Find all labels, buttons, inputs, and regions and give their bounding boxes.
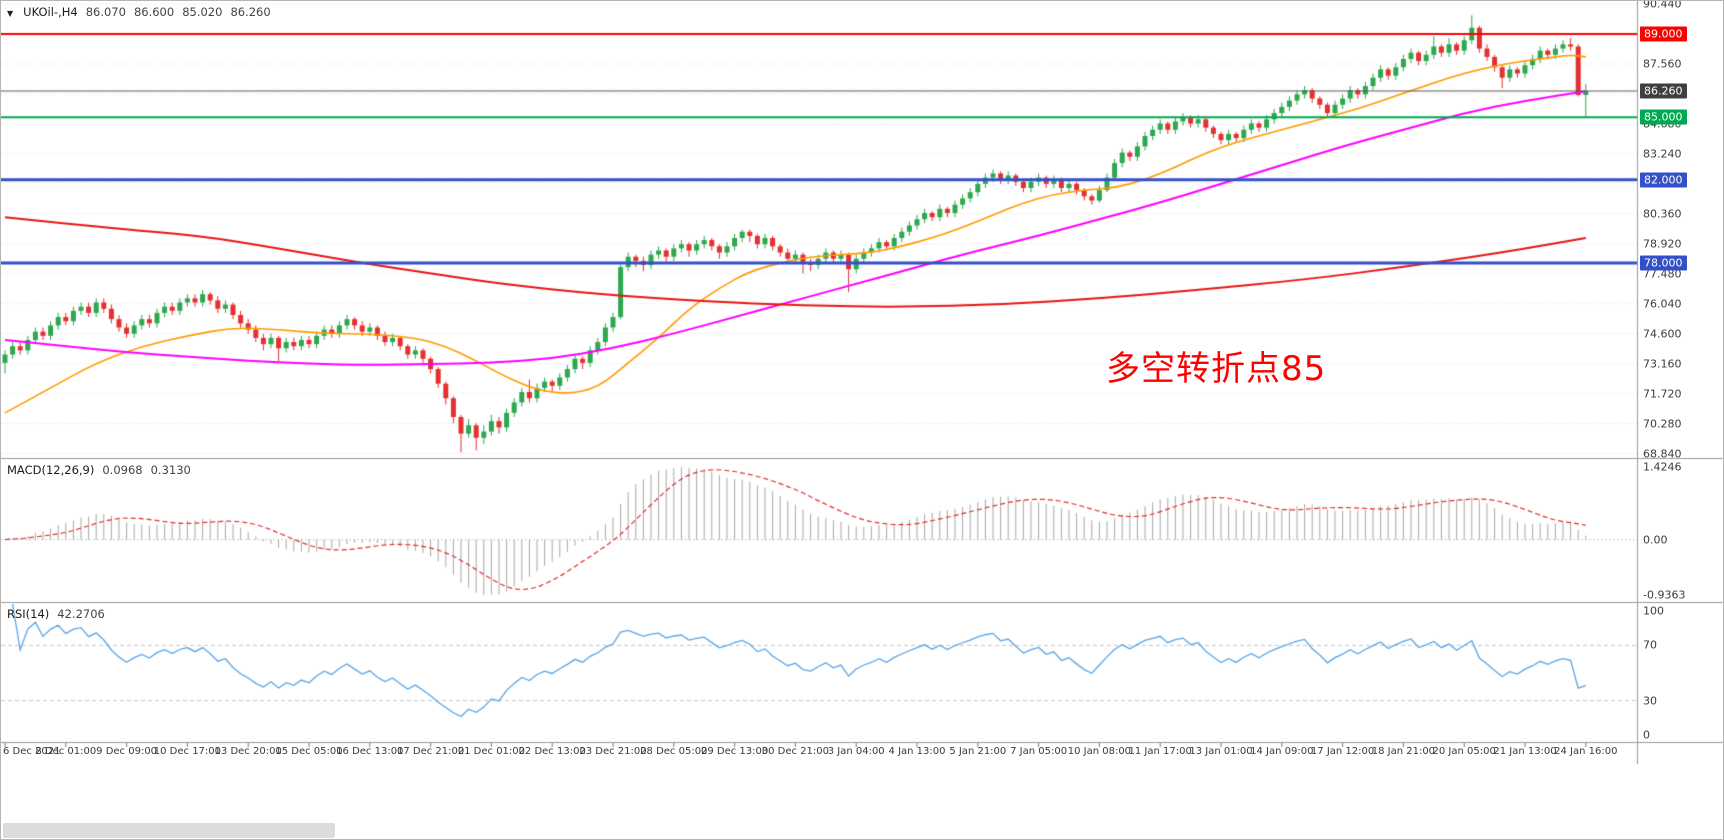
bar-low-value: 85.020 [182,5,223,19]
bottom-status-strip [3,823,335,838]
chart-annotation-text: 多空转折点85 [1106,349,1327,389]
macd-signal-value: 0.3130 [150,463,191,477]
rsi-value: 42.2706 [57,607,105,621]
chart-dropdown-icon[interactable]: ▼ [7,9,14,18]
macd-indicator-header: MACD(12,26,9) 0.0968 0.3130 [7,463,191,477]
rsi-label: RSI(14) [7,607,50,621]
symbol-name: UKOil-,H4 [23,5,78,19]
bar-close-value: 86.260 [230,5,271,19]
bar-high-value: 86.600 [133,5,175,19]
bar-open-value: 86.070 [85,5,126,19]
rsi-indicator-header: RSI(14) 42.2706 [7,607,105,621]
macd-main-value: 0.0968 [102,463,143,477]
macd-label: MACD(12,26,9) [7,463,95,477]
symbol-header: ▼ UKOil-,H4 86.070 86.600 85.020 86.260 [7,5,271,19]
